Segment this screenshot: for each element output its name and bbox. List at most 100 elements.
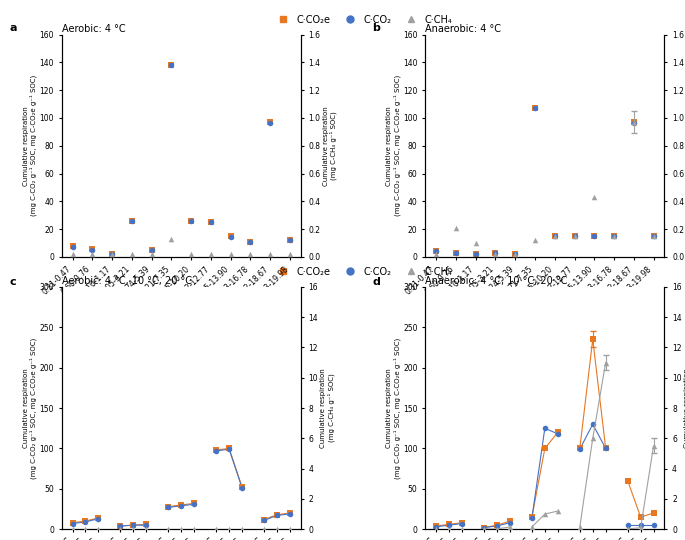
Point bbox=[451, 248, 462, 257]
Point bbox=[245, 250, 256, 259]
Point bbox=[549, 232, 560, 240]
Point bbox=[574, 444, 585, 453]
Point bbox=[236, 484, 247, 492]
Text: a: a bbox=[9, 23, 16, 33]
Point bbox=[225, 232, 236, 240]
Point bbox=[491, 522, 502, 530]
Point bbox=[491, 524, 502, 533]
Point bbox=[648, 521, 659, 530]
Y-axis label: Cumulative respiration
(mg C-CO₂ g⁻¹ SOC, mg C-CO₂e g⁻¹ SOC): Cumulative respiration (mg C-CO₂ g⁻¹ SOC… bbox=[386, 338, 401, 478]
Point bbox=[163, 503, 174, 512]
Point bbox=[146, 250, 157, 259]
Point bbox=[587, 434, 598, 443]
Point bbox=[188, 499, 199, 508]
Point bbox=[107, 250, 118, 259]
Point bbox=[141, 521, 152, 530]
Point bbox=[128, 521, 139, 530]
Point bbox=[589, 232, 600, 240]
X-axis label: Sample depth range (m): Sample depth range (m) bbox=[129, 306, 233, 315]
Point bbox=[166, 234, 177, 243]
Y-axis label: Cumulative respiration
(mg C-CO₂ g⁻¹ SOC, mg C-CO₂e g⁻¹ SOC): Cumulative respiration (mg C-CO₂ g⁻¹ SOC… bbox=[23, 338, 37, 478]
Point bbox=[126, 217, 137, 225]
Point bbox=[115, 522, 126, 530]
Point bbox=[635, 513, 646, 522]
Point bbox=[490, 248, 501, 257]
Point bbox=[264, 250, 275, 259]
Point bbox=[451, 224, 462, 232]
Point bbox=[431, 250, 442, 259]
Point bbox=[80, 524, 91, 533]
Point bbox=[456, 519, 467, 528]
Point bbox=[444, 520, 455, 529]
Text: Anaerobic: 4 °C: Anaerobic: 4 °C bbox=[425, 24, 501, 34]
Point bbox=[589, 232, 600, 240]
Point bbox=[211, 446, 222, 454]
Point bbox=[245, 237, 256, 246]
Point bbox=[126, 217, 137, 225]
Point bbox=[259, 524, 270, 533]
Point bbox=[491, 521, 502, 530]
Point bbox=[166, 61, 177, 70]
Point bbox=[284, 524, 295, 533]
Point bbox=[527, 514, 538, 522]
Point bbox=[600, 444, 611, 453]
Point bbox=[225, 233, 236, 242]
Point bbox=[608, 232, 619, 240]
Point bbox=[431, 247, 442, 255]
Y-axis label: Cumulative respiration
(mg C-CH₄ g⁻¹ SOC): Cumulative respiration (mg C-CH₄ g⁻¹ SOC… bbox=[323, 106, 338, 186]
Point bbox=[608, 232, 619, 240]
Point bbox=[166, 61, 177, 70]
Point bbox=[284, 509, 295, 517]
Point bbox=[431, 524, 442, 533]
Point bbox=[87, 250, 98, 259]
Text: Anaerobic: 4 °C, 10 °C, 20 °C: Anaerobic: 4 °C, 10 °C, 20 °C bbox=[425, 276, 568, 286]
Point bbox=[539, 510, 550, 518]
Y-axis label: Cumulative respiration
(mg C-CO₂ g⁻¹ SOC, mg C-CO₂e g⁻¹ SOC): Cumulative respiration (mg C-CO₂ g⁻¹ SOC… bbox=[23, 75, 38, 217]
Point bbox=[115, 522, 126, 530]
Point bbox=[206, 250, 216, 259]
Point bbox=[206, 218, 216, 226]
Point bbox=[600, 444, 611, 453]
Point bbox=[271, 511, 282, 520]
Point bbox=[490, 248, 501, 257]
Point bbox=[186, 217, 197, 225]
Point bbox=[259, 515, 270, 524]
Point bbox=[67, 519, 78, 528]
Point bbox=[510, 250, 521, 259]
Point bbox=[569, 232, 580, 240]
Point bbox=[67, 524, 78, 533]
Point bbox=[479, 523, 490, 532]
Point bbox=[206, 218, 216, 226]
Point bbox=[146, 246, 157, 254]
Point bbox=[211, 524, 222, 533]
Point bbox=[574, 523, 585, 531]
Point bbox=[225, 250, 236, 259]
Point bbox=[126, 250, 137, 259]
Point bbox=[211, 447, 222, 455]
Point bbox=[527, 523, 538, 531]
Point bbox=[188, 500, 199, 509]
Point bbox=[648, 232, 659, 240]
Point bbox=[93, 514, 104, 522]
Point bbox=[186, 250, 197, 259]
Point bbox=[186, 217, 197, 225]
Point bbox=[504, 518, 515, 527]
Point bbox=[431, 247, 442, 255]
Point bbox=[264, 119, 275, 128]
Point bbox=[622, 521, 633, 530]
Point bbox=[93, 524, 104, 533]
Point bbox=[628, 119, 639, 128]
Point bbox=[284, 236, 295, 245]
Point bbox=[539, 444, 550, 453]
Point bbox=[271, 524, 282, 533]
Point bbox=[444, 524, 455, 533]
Point bbox=[431, 523, 442, 531]
Point bbox=[569, 232, 580, 240]
Point bbox=[444, 521, 455, 530]
Y-axis label: Cumulative respiration
(mg C-CH₄ g⁻¹ SOC): Cumulative respiration (mg C-CH₄ g⁻¹ SOC… bbox=[684, 368, 685, 448]
Legend: C·CO₂e, C·CO₂, C·CH₄: C·CO₂e, C·CO₂, C·CH₄ bbox=[270, 11, 456, 29]
Point bbox=[284, 510, 295, 518]
Point bbox=[549, 232, 560, 240]
Point bbox=[574, 445, 585, 454]
Point bbox=[264, 118, 275, 126]
